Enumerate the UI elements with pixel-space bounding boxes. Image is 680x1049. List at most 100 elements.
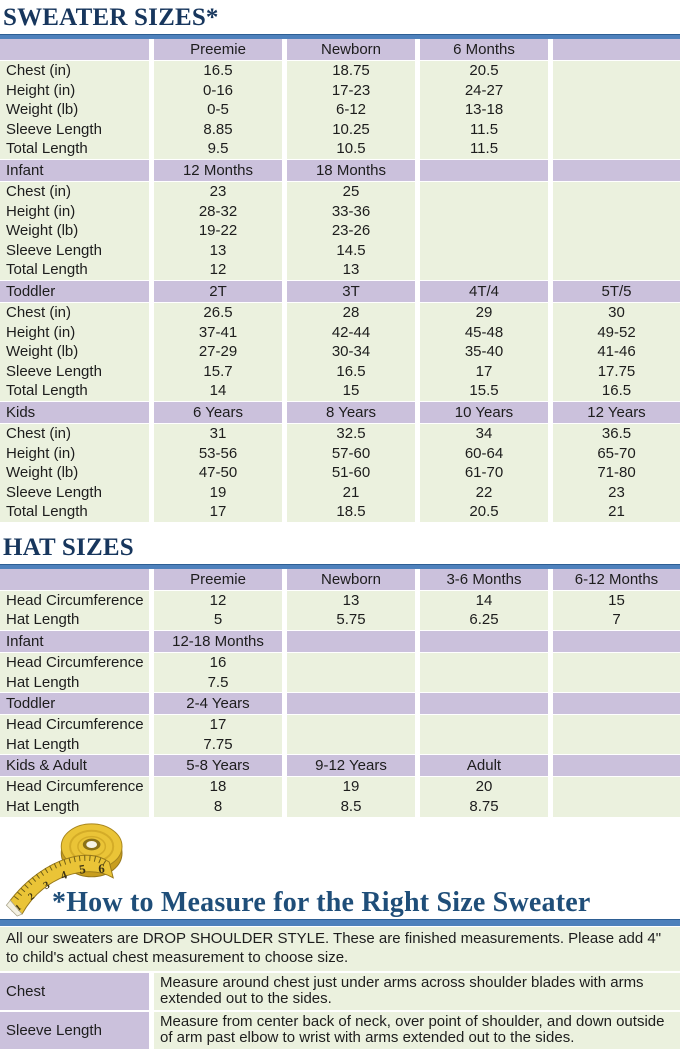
table-data-row: Total Length 12 13 [0, 260, 680, 280]
row-label-cell: Infant [0, 159, 149, 181]
value-cell: 14 [420, 590, 548, 611]
value-cell: 9.5 [154, 139, 282, 159]
value-cell [553, 734, 680, 755]
value-cell: 6 Years [154, 401, 282, 423]
table-data-row: Height (in) 28-32 33-36 [0, 201, 680, 222]
value-cell: 18 [154, 777, 282, 798]
tape-number: 3 [41, 878, 52, 891]
table-data-row: Head Circumference 18 19 20 [0, 777, 680, 798]
value-cell: 8.85 [154, 119, 282, 140]
value-cell: 5T/5 [553, 280, 680, 302]
how-to-measure-header: 1 2 3 4 5 6 *How to Measure for the Righ… [0, 819, 680, 919]
hat-sizes-title: HAT SIZES [3, 533, 134, 561]
table-data-row: Sleeve Length 15.7 16.5 17 17.75 [0, 361, 680, 382]
value-cell [420, 201, 548, 222]
row-label-cell: Kids [0, 401, 149, 423]
value-cell: 35-40 [420, 342, 548, 362]
value-cell [287, 715, 415, 735]
value-cell: 23 [154, 181, 282, 202]
table-data-row: Head Circumference 12 13 14 15 [0, 590, 680, 611]
value-cell: 13 [154, 240, 282, 261]
table-data-row: Sleeve Length 19 21 22 23 [0, 482, 680, 503]
value-cell: 12 Months [154, 159, 282, 181]
value-cell: 10.25 [287, 119, 415, 140]
value-cell: 42-44 [287, 322, 415, 343]
value-cell [553, 240, 680, 261]
value-cell [553, 693, 680, 715]
value-cell: 30 [553, 302, 680, 323]
table-data-row: Head Circumference 16 [0, 653, 680, 673]
value-cell: 14.5 [287, 240, 415, 261]
hat-sizes-table: Preemie Newborn 3-6 Months 6-12 Months Head … [0, 568, 680, 817]
value-cell: 33-36 [287, 201, 415, 222]
value-cell: Newborn [287, 39, 415, 60]
table-data-row: Height (in) 37-41 42-44 45-48 49-52 [0, 322, 680, 343]
how-to-measure-title: *How to Measure for the Right Size Sweat… [52, 886, 591, 918]
value-cell: 57-60 [287, 443, 415, 464]
value-cell: Adult [420, 755, 548, 777]
value-cell: 2T [154, 280, 282, 302]
value-cell: 13 [287, 260, 415, 280]
value-cell [553, 777, 680, 798]
value-cell [553, 139, 680, 159]
value-cell: 13-18 [420, 100, 548, 120]
value-cell: 30-34 [287, 342, 415, 362]
value-cell: 14 [154, 381, 282, 401]
value-cell: 61-70 [420, 463, 548, 483]
value-cell [553, 653, 680, 673]
value-cell [553, 39, 680, 60]
row-label-cell: Height (in) [0, 201, 149, 222]
measure-definition-row: Sleeve Length Measure from center back of… [0, 1011, 680, 1049]
value-cell: 60-64 [420, 443, 548, 464]
value-cell [553, 119, 680, 140]
row-label-cell: Chest (in) [0, 423, 149, 444]
value-cell: 15.5 [420, 381, 548, 401]
value-cell [553, 797, 680, 817]
value-cell: 28-32 [154, 201, 282, 222]
row-label-cell: Weight (lb) [0, 342, 149, 362]
table-data-row: Weight (lb) 27-29 30-34 35-40 41-46 [0, 342, 680, 362]
value-cell: 26.5 [154, 302, 282, 323]
row-label-cell: Sleeve Length [0, 361, 149, 382]
measure-definition-cell: Measure around chest just under arms acr… [154, 972, 680, 1010]
row-label-cell: Weight (lb) [0, 100, 149, 120]
row-label-cell: Sleeve Length [0, 119, 149, 140]
row-label-cell: Head Circumference [0, 715, 149, 735]
value-cell: 11.5 [420, 139, 548, 159]
value-cell: 29 [420, 302, 548, 323]
value-cell: 12 [154, 260, 282, 280]
value-cell: 47-50 [154, 463, 282, 483]
table-data-row: Chest (in) 31 32.5 34 36.5 [0, 423, 680, 444]
sweater-sizes-table: Preemie Newborn 6 Months Chest (in) 16.5 18.7… [0, 39, 680, 522]
value-cell: 8 [154, 797, 282, 817]
row-label-cell: Sleeve Length [0, 482, 149, 503]
value-cell: 49-52 [553, 322, 680, 343]
row-label-cell: Chest (in) [0, 181, 149, 202]
measure-term-cell: Sleeve Length [0, 1011, 149, 1049]
hat-sizes-section: HAT SIZES Preemie Newborn 3-6 Months 6-12 M… [0, 534, 680, 817]
measure-definitions: Chest Measure around chest just under arm… [0, 972, 680, 1049]
value-cell: 17-23 [287, 80, 415, 101]
row-label-cell: Toddler [0, 280, 149, 302]
value-cell: 17 [154, 502, 282, 522]
row-label-cell: Infant [0, 631, 149, 653]
value-cell [287, 672, 415, 693]
row-label-cell: Hat Length [0, 797, 149, 817]
value-cell: 6.25 [420, 610, 548, 631]
value-cell: 41-46 [553, 342, 680, 362]
row-label-cell: Hat Length [0, 610, 149, 631]
row-label-cell [0, 39, 149, 60]
measure-definition-cell: Measure from center back of neck, over p… [154, 1011, 680, 1049]
value-cell [553, 159, 680, 181]
table-data-row: Chest (in) 16.5 18.75 20.5 [0, 61, 680, 81]
value-cell: 24-27 [420, 80, 548, 101]
value-cell [553, 672, 680, 693]
value-cell: 19 [287, 777, 415, 798]
value-cell [420, 715, 548, 735]
value-cell: 10 Years [420, 401, 548, 423]
tape-measure-icon: 1 2 3 4 5 6 [5, 823, 123, 917]
value-cell: 31 [154, 423, 282, 444]
table-data-row: Total Length 9.5 10.5 11.5 [0, 139, 680, 159]
value-cell [420, 631, 548, 653]
value-cell: 34 [420, 423, 548, 444]
